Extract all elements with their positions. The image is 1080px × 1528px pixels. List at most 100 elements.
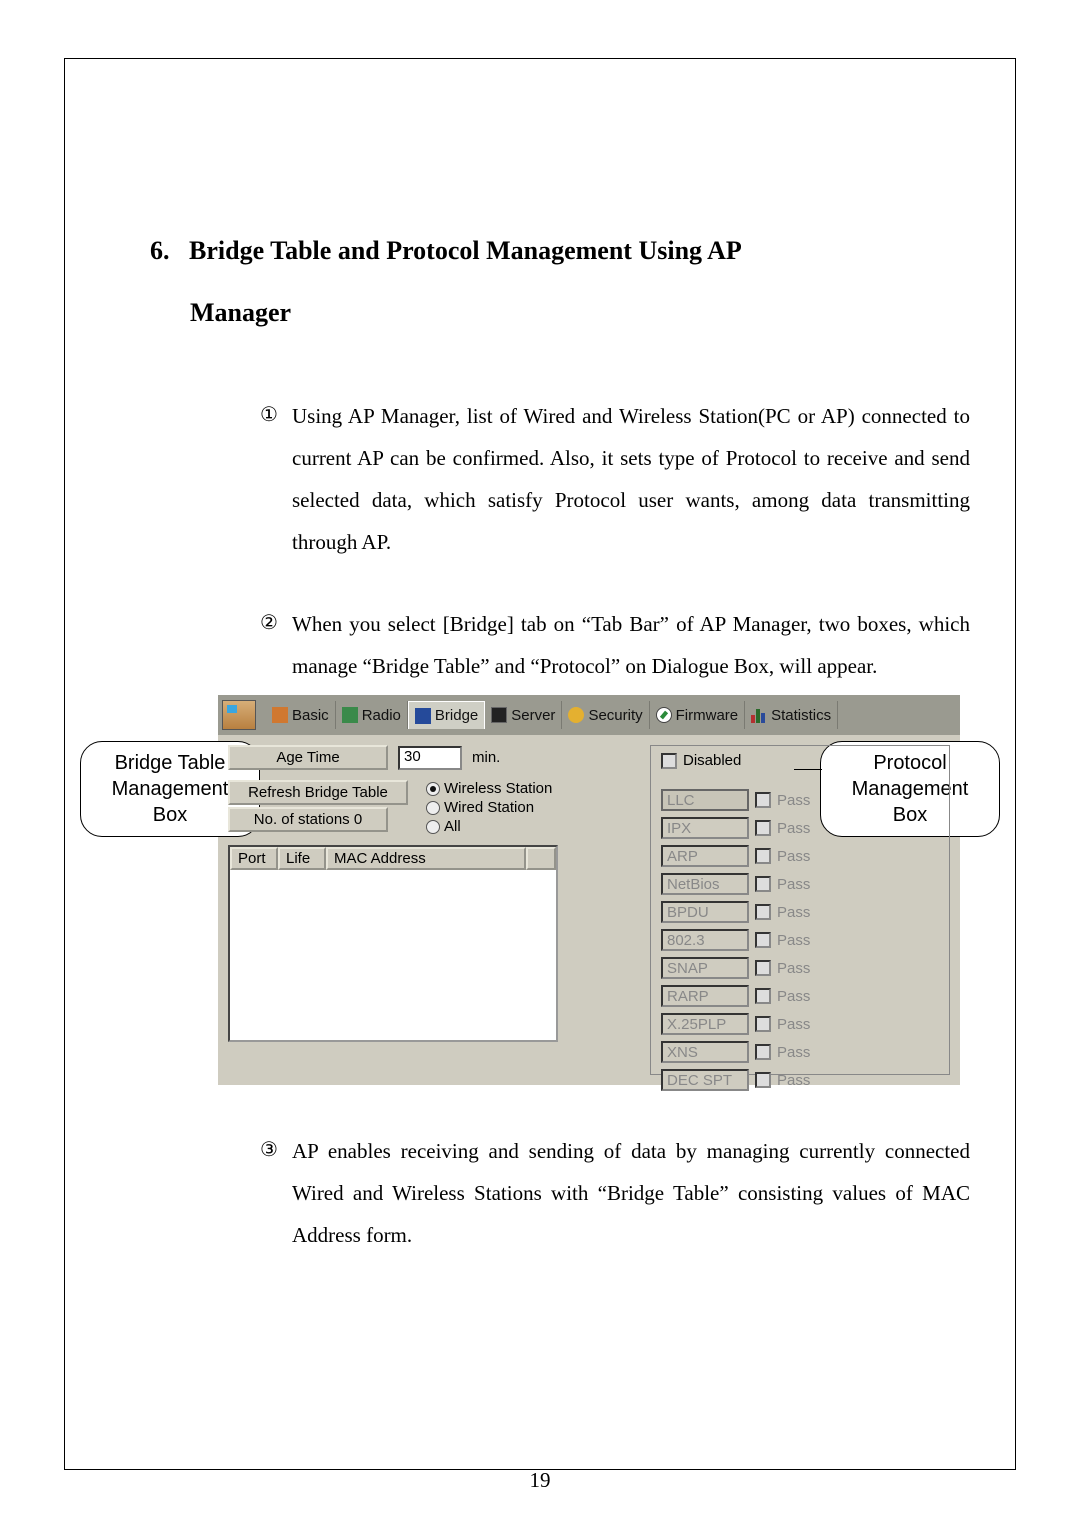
radio-all[interactable]: All (426, 818, 552, 835)
protocol-row: RARP Pass (661, 985, 939, 1007)
protocol-pass-checkbox[interactable] (755, 792, 771, 808)
tab-basic[interactable]: Basic (266, 701, 336, 729)
protocol-row: NetBios Pass (661, 873, 939, 895)
protocol-row: SNAP Pass (661, 957, 939, 979)
radio-wired-label: Wired Station (444, 799, 534, 816)
document-content: 6. Bridge Table and Protocol Management … (150, 220, 960, 727)
page-number: 19 (0, 1468, 1080, 1493)
list-text-3: AP enables receiving and sending of data… (292, 1139, 970, 1247)
heading-line2: Manager (190, 282, 940, 344)
tab-statistics-label: Statistics (771, 707, 831, 724)
col-life[interactable]: Life (278, 847, 326, 870)
protocol-pass-checkbox[interactable] (755, 960, 771, 976)
protocol-name: DEC SPT (661, 1069, 749, 1091)
protocol-pass-checkbox[interactable] (755, 1044, 771, 1060)
protocol-pass-checkbox[interactable] (755, 932, 771, 948)
station-filter-group: Wireless Station Wired Station All (426, 780, 552, 835)
tab-server[interactable]: Server (485, 701, 562, 729)
protocol-pass-label: Pass (777, 820, 810, 837)
tab-security[interactable]: Security (562, 701, 649, 729)
protocol-pass-checkbox[interactable] (755, 820, 771, 836)
disabled-label: Disabled (683, 752, 741, 769)
tab-firmware[interactable]: Firmware (650, 701, 746, 729)
tab-security-label: Security (588, 707, 642, 724)
protocol-pass-label: Pass (777, 1016, 810, 1033)
bridge-table: Port Life MAC Address (228, 845, 558, 1042)
protocol-pass-checkbox[interactable] (755, 988, 771, 1004)
heading-number: 6. (150, 236, 170, 265)
protocol-pass-label: Pass (777, 932, 810, 949)
bridge-table-body (230, 870, 556, 1040)
tab-radio[interactable]: Radio (336, 701, 408, 729)
age-time-unit: min. (472, 749, 500, 766)
tab-bridge-label: Bridge (435, 707, 478, 724)
tab-bar: Basic Radio Bridge Server Security Firmw… (218, 695, 960, 735)
disabled-checkbox[interactable] (661, 753, 677, 769)
radio-wireless-label: Wireless Station (444, 780, 552, 797)
section-heading: 6. Bridge Table and Protocol Management … (150, 220, 960, 345)
protocol-pass-label: Pass (777, 904, 810, 921)
protocol-pass-checkbox[interactable] (755, 904, 771, 920)
refresh-bridge-table-button[interactable]: Refresh Bridge Table (228, 780, 408, 805)
age-time-button[interactable]: Age Time (228, 745, 388, 770)
radio-dot-icon (426, 782, 440, 796)
protocol-name: SNAP (661, 957, 749, 979)
list-item-1: ① Using AP Manager, list of Wired and Wi… (260, 395, 970, 563)
protocol-pass-checkbox[interactable] (755, 1072, 771, 1088)
protocol-row: DEC SPT Pass (661, 1069, 939, 1091)
basic-icon (272, 707, 288, 723)
server-icon (491, 707, 507, 723)
radio-all-label: All (444, 818, 461, 835)
list-marker-3: ③ (260, 1130, 278, 1170)
col-mac[interactable]: MAC Address (326, 847, 526, 870)
heading-line1: Bridge Table and Protocol Management Usi… (189, 236, 742, 265)
statistics-icon (751, 707, 767, 723)
list-text-2: When you select [Bridge] tab on “Tab Bar… (292, 612, 970, 678)
protocol-name: BPDU (661, 901, 749, 923)
protocol-name: ARP (661, 845, 749, 867)
bridge-icon (415, 708, 431, 724)
protocol-name: 802.3 (661, 929, 749, 951)
dialogue-box: Age Time 30 min. Refresh Bridge Table No… (218, 735, 960, 1085)
col-spacer (526, 847, 556, 870)
list-marker-2: ② (260, 603, 278, 643)
protocol-row: 802.3 Pass (661, 929, 939, 951)
protocol-pass-checkbox[interactable] (755, 876, 771, 892)
protocol-name: NetBios (661, 873, 749, 895)
paragraph-block-2: ③ AP enables receiving and sending of da… (260, 1130, 970, 1296)
radio-wired-station[interactable]: Wired Station (426, 799, 552, 816)
protocol-pass-label: Pass (777, 1044, 810, 1061)
protocol-pass-label: Pass (777, 876, 810, 893)
col-port[interactable]: Port (230, 847, 278, 870)
protocol-name: RARP (661, 985, 749, 1007)
protocol-pass-label: Pass (777, 988, 810, 1005)
age-time-input[interactable]: 30 (398, 746, 462, 770)
protocol-row: LLC Pass (661, 789, 939, 811)
list-text-1: Using AP Manager, list of Wired and Wire… (292, 404, 970, 554)
protocol-pass-label: Pass (777, 960, 810, 977)
no-of-stations-label: No. of stations 0 (228, 807, 388, 832)
tab-statistics[interactable]: Statistics (745, 701, 838, 729)
protocol-name: X.25PLP (661, 1013, 749, 1035)
tab-bridge[interactable]: Bridge (408, 701, 485, 729)
radio-dot-icon (426, 820, 440, 834)
protocol-name: LLC (661, 789, 749, 811)
tab-firmware-label: Firmware (676, 707, 739, 724)
security-icon (568, 707, 584, 723)
protocol-pass-label: Pass (777, 848, 810, 865)
protocol-row: XNS Pass (661, 1041, 939, 1063)
radio-dot-icon (426, 801, 440, 815)
list-item-3: ③ AP enables receiving and sending of da… (260, 1130, 970, 1256)
protocol-management-box: Disabled LLC Pass IPX Pass ARP Pass NetB… (650, 745, 950, 1075)
protocol-pass-checkbox[interactable] (755, 848, 771, 864)
protocol-pass-checkbox[interactable] (755, 1016, 771, 1032)
protocol-row: IPX Pass (661, 817, 939, 839)
firmware-icon (656, 707, 672, 723)
protocol-name: IPX (661, 817, 749, 839)
tab-radio-label: Radio (362, 707, 401, 724)
list-marker-1: ① (260, 395, 278, 435)
bridge-table-header: Port Life MAC Address (230, 847, 556, 870)
radio-wireless-station[interactable]: Wireless Station (426, 780, 552, 797)
protocol-pass-label: Pass (777, 792, 810, 809)
ap-manager-screenshot: Bridge Table Management Box Protocol Man… (80, 695, 1000, 1085)
